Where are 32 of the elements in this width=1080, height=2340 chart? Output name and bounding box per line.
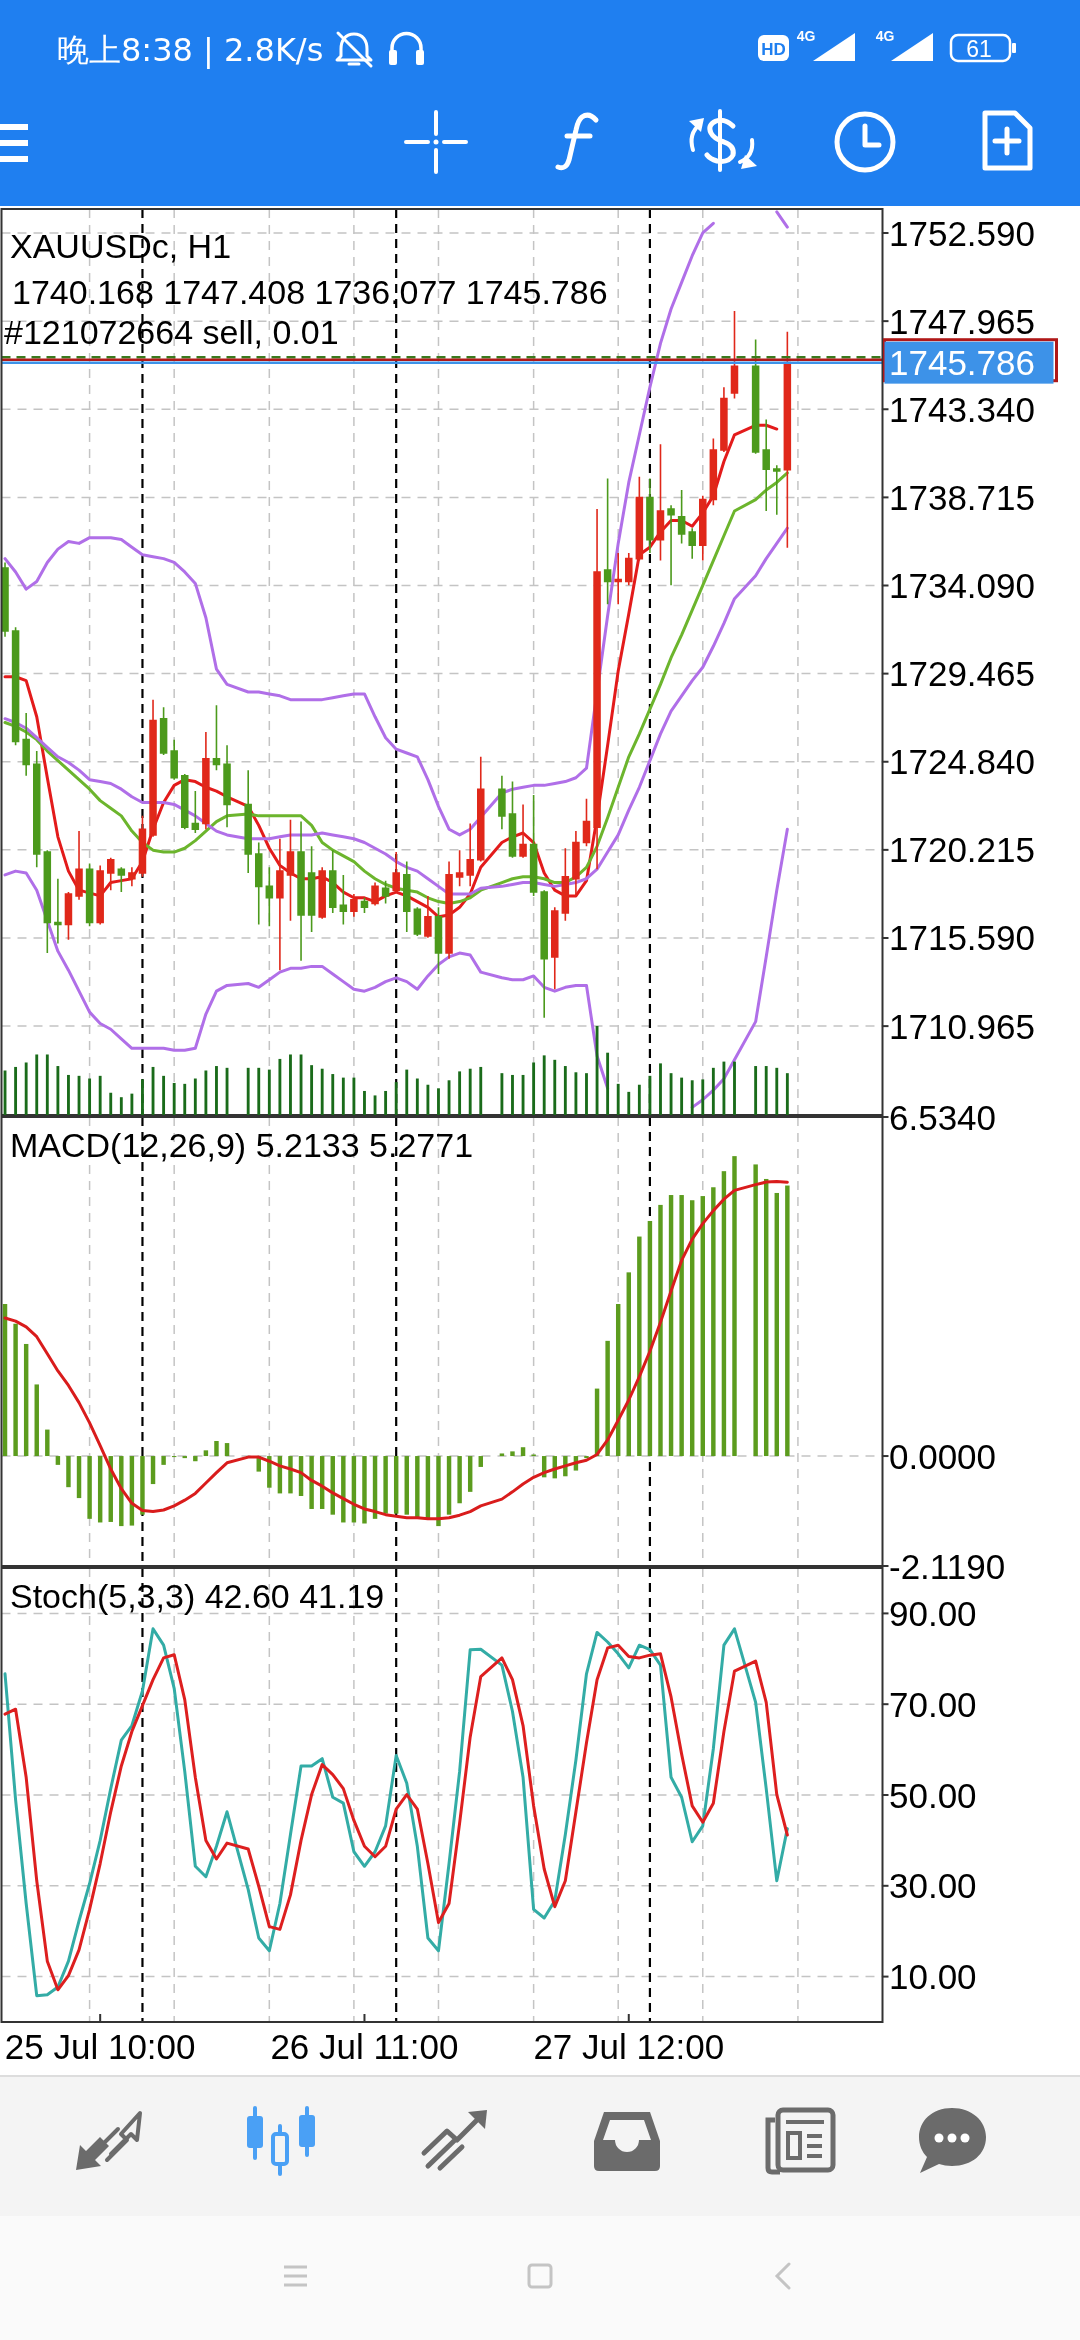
y-tick-label: 1743.340 — [889, 389, 1035, 429]
text: 61 — [966, 36, 992, 62]
chart-title: MACD(12,26,9) 5.2133 5.2771 — [10, 1126, 474, 1164]
y-tick-label: 6.5340 — [889, 1097, 997, 1137]
y-tick-label: 1747.965 — [889, 301, 1035, 341]
chart-title: Stoch(5,3,3) 42.60 41.19 — [10, 1577, 385, 1615]
y-tick-label: 70.00 — [889, 1684, 977, 1724]
y-tick-label: 1729.465 — [889, 654, 1035, 694]
x-tick-label: 26 Jul 11:00 — [270, 2027, 459, 2066]
y-tick-label: 1710.965 — [889, 1006, 1035, 1046]
text: 1740.168 1747.408 1736.077 1745.786 — [12, 273, 608, 311]
y-tick-label: -2.1190 — [889, 1546, 1006, 1586]
y-tick-label: 1752.590 — [889, 213, 1035, 253]
y-tick-label: 0.0000 — [889, 1436, 997, 1476]
y-tick-label: 1738.715 — [889, 477, 1035, 517]
y-tick-label: 1724.840 — [889, 742, 1035, 782]
ref-line-label: #121072664 sell, 0.01 — [4, 313, 339, 352]
text: HD — [761, 40, 786, 59]
x-tick-label: 25 Jul 10:00 — [4, 2027, 196, 2066]
y-tick-label: 1734.090 — [889, 566, 1035, 605]
y-tick-label: 10.00 — [889, 1957, 977, 1997]
y-tick-label: 1715.590 — [889, 918, 1035, 958]
y-tick-label: 90.00 — [889, 1593, 977, 1633]
y-tick-label: 30.00 — [889, 1866, 977, 1906]
y-tick-label: 1720.215 — [889, 830, 1035, 870]
text: XAUUSDc, H1 — [10, 227, 232, 265]
text: 晚上8:38 | 2.8K/s — [57, 31, 324, 69]
x-tick-label: 27 Jul 12:00 — [533, 2027, 725, 2066]
text: 4G — [875, 28, 895, 44]
y-tick-label: 50.00 — [889, 1775, 977, 1815]
ref-line-label: 1745.786 — [889, 343, 1035, 383]
text: 4G — [796, 28, 816, 44]
